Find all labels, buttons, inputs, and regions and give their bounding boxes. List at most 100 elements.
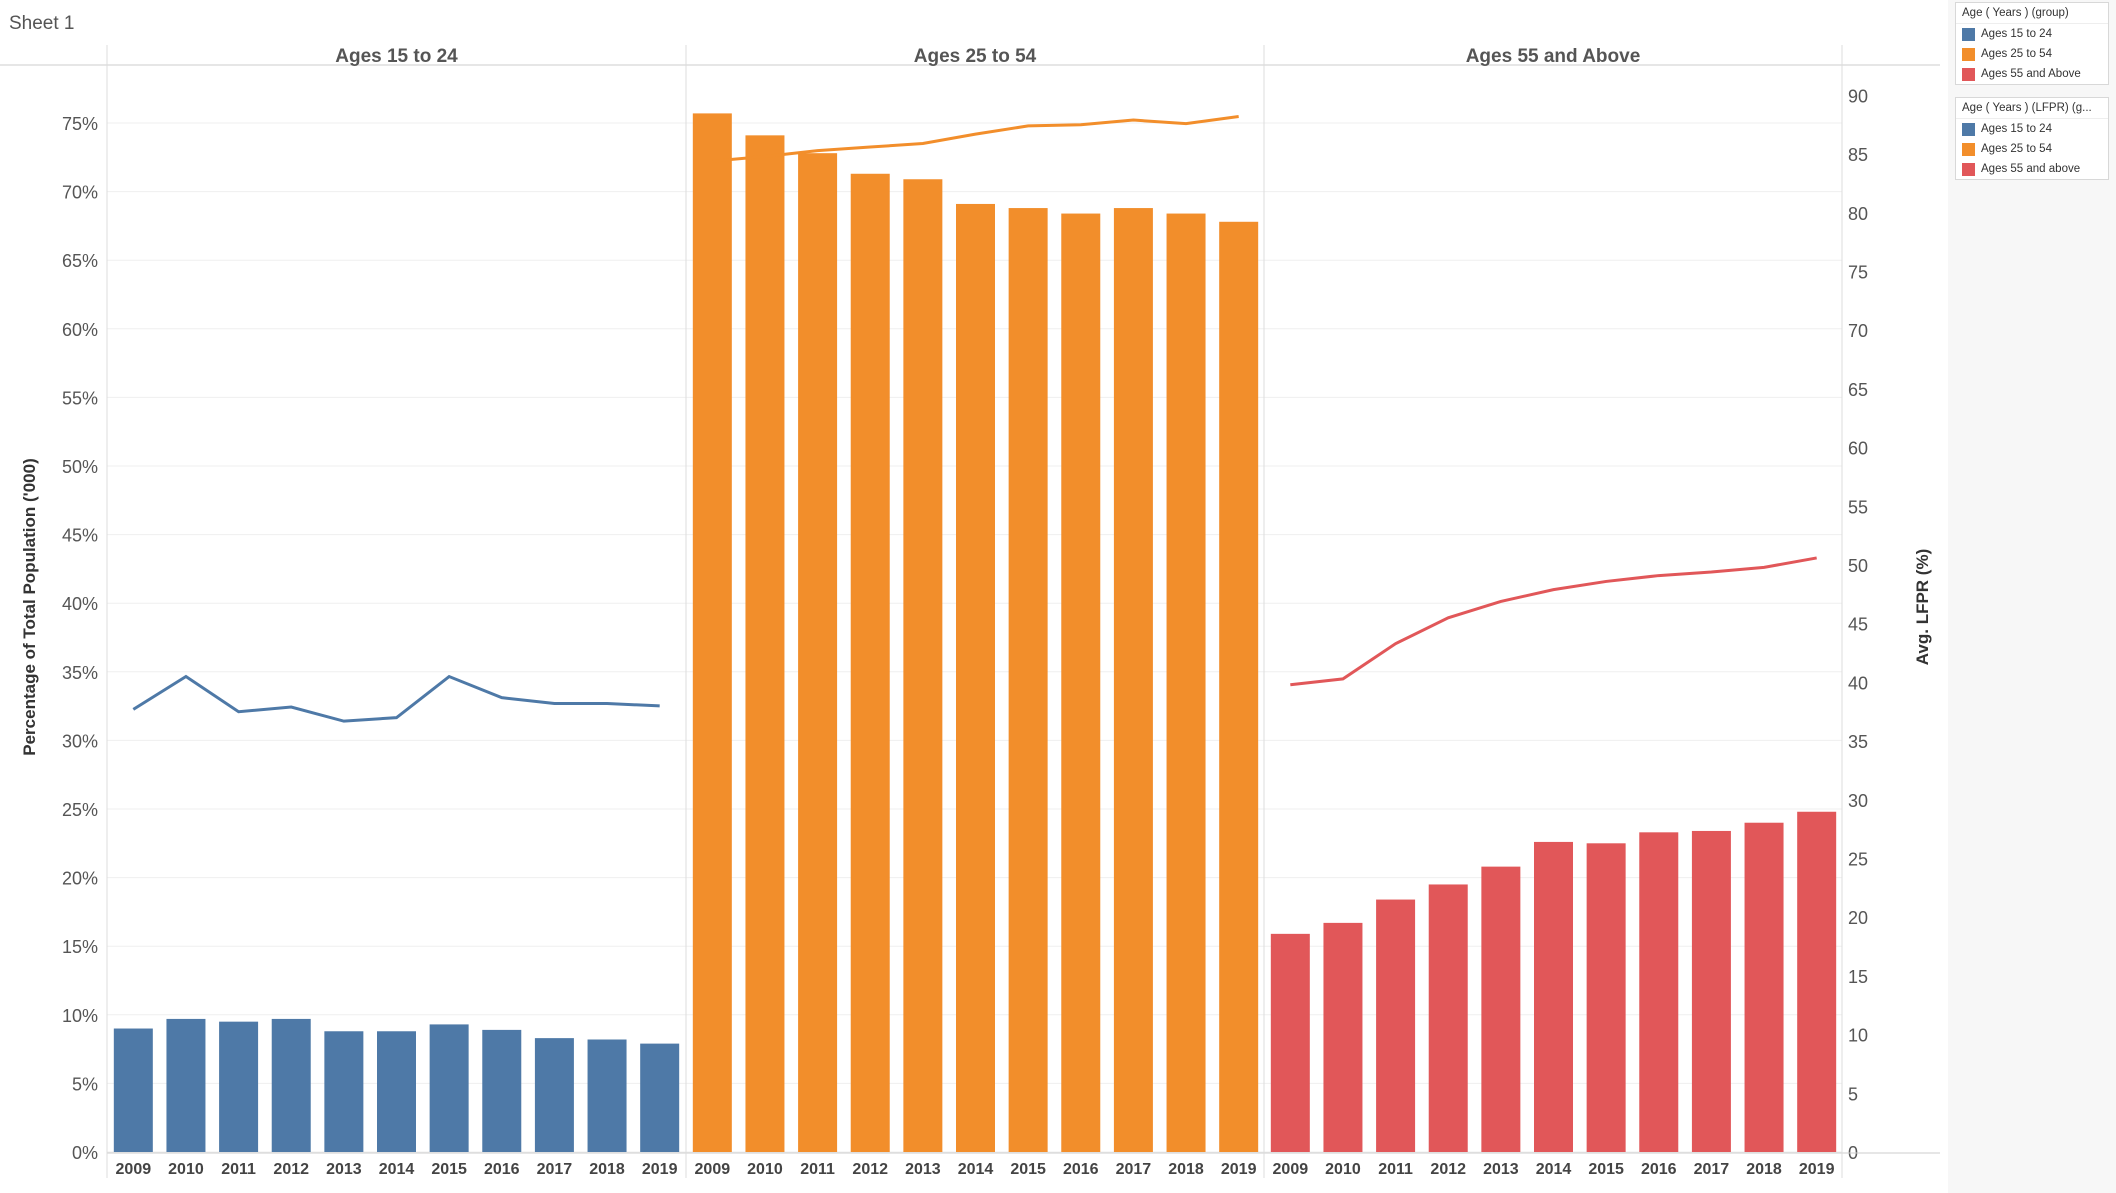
line-point[interactable] <box>1815 556 1819 560</box>
legend-age-lfpr[interactable]: Age ( Years ) (LFPR) (g... Ages 15 to 24… <box>1955 97 2109 180</box>
legend-item[interactable]: Ages 25 to 54 <box>1956 44 2108 64</box>
line-point[interactable] <box>1709 570 1713 574</box>
line-point[interactable] <box>605 702 609 706</box>
line-point[interactable] <box>710 159 714 163</box>
x-tick-label: 2019 <box>1799 1161 1835 1178</box>
line-point[interactable] <box>1079 123 1083 127</box>
line-point[interactable] <box>1657 574 1661 578</box>
y-tick-label: 55% <box>62 388 98 408</box>
bar[interactable] <box>640 1043 680 1152</box>
legend-item[interactable]: Ages 15 to 24 <box>1956 24 2108 44</box>
line-point[interactable] <box>447 675 451 679</box>
line-point[interactable] <box>816 149 820 153</box>
bar[interactable] <box>1691 830 1731 1152</box>
bar[interactable] <box>1323 922 1363 1152</box>
legend-swatch <box>1962 27 1975 41</box>
legend-item[interactable]: Ages 25 to 54 <box>1956 139 2108 159</box>
line-point[interactable] <box>868 145 872 149</box>
bar[interactable] <box>692 113 732 1152</box>
x-tick-label: 2011 <box>1378 1161 1413 1178</box>
line-point[interactable] <box>763 154 767 158</box>
line-point[interactable] <box>1552 588 1556 592</box>
legend-item[interactable]: Ages 55 and Above <box>1956 64 2108 84</box>
legend-swatch <box>1962 67 1975 81</box>
bar[interactable] <box>113 1028 153 1152</box>
line-point[interactable] <box>1341 677 1345 681</box>
line-point[interactable] <box>1446 616 1450 620</box>
bar[interactable] <box>1586 843 1626 1152</box>
y-tick-label: 20% <box>62 869 98 889</box>
line-point[interactable] <box>395 716 399 720</box>
line-point[interactable] <box>289 705 293 709</box>
x-tick-label: 2014 <box>1536 1161 1572 1178</box>
bar[interactable] <box>1376 899 1416 1152</box>
line-point[interactable] <box>1499 599 1503 603</box>
line-point[interactable] <box>184 675 188 679</box>
line-point[interactable] <box>658 704 662 708</box>
line-point[interactable] <box>237 710 241 714</box>
bar[interactable] <box>1113 208 1153 1153</box>
line-point[interactable] <box>342 719 346 723</box>
line-point[interactable] <box>131 707 135 711</box>
x-tick-label: 2014 <box>958 1161 994 1178</box>
bar[interactable] <box>166 1018 206 1152</box>
bar[interactable] <box>324 1031 364 1152</box>
x-tick-label: 2018 <box>1746 1161 1782 1178</box>
bar[interactable] <box>429 1024 469 1152</box>
bar[interactable] <box>798 153 838 1152</box>
y-right-tick-label: 35 <box>1848 732 1868 752</box>
bar[interactable] <box>956 203 995 1152</box>
lfpr-line[interactable] <box>712 115 1239 163</box>
line-point[interactable] <box>552 702 556 706</box>
line-point[interactable] <box>1762 565 1766 569</box>
y-tick-label: 50% <box>62 457 98 477</box>
line-point[interactable] <box>500 696 504 700</box>
bar[interactable] <box>1744 822 1784 1152</box>
line-point[interactable] <box>974 132 978 136</box>
legend-age-group[interactable]: Age ( Years ) (group) Ages 15 to 24 Ages … <box>1955 2 2109 85</box>
bar[interactable] <box>1061 213 1101 1152</box>
line-point[interactable] <box>1184 122 1188 126</box>
y-right-tick-label: 65 <box>1848 380 1868 400</box>
line-point[interactable] <box>1288 683 1292 687</box>
sheet-title: Sheet 1 <box>9 13 75 34</box>
bar[interactable] <box>1639 832 1679 1152</box>
lfpr-line[interactable] <box>132 674 660 723</box>
bar[interactable] <box>1219 221 1259 1152</box>
line-point[interactable] <box>921 142 925 146</box>
legend-item[interactable]: Ages 55 and above <box>1956 159 2108 179</box>
bar[interactable] <box>587 1039 627 1152</box>
bar[interactable] <box>1166 213 1206 1152</box>
bar[interactable] <box>271 1018 311 1152</box>
bar[interactable] <box>850 173 890 1152</box>
bar[interactable] <box>1428 884 1468 1152</box>
bar[interactable] <box>534 1038 574 1152</box>
x-tick-label: 2012 <box>852 1161 888 1178</box>
line-point[interactable] <box>1026 124 1030 128</box>
bar[interactable] <box>1481 866 1521 1152</box>
x-tick-label: 2015 <box>431 1161 467 1178</box>
y-axis-right-title: Avg. LFPR (%) <box>1913 549 1932 665</box>
x-tick-label: 2016 <box>1641 1161 1677 1178</box>
bar[interactable] <box>1534 841 1573 1152</box>
line-point[interactable] <box>1604 579 1608 583</box>
bar[interactable] <box>1008 208 1048 1153</box>
line-point[interactable] <box>1131 118 1135 122</box>
bar[interactable] <box>482 1029 522 1152</box>
line-point[interactable] <box>1237 115 1241 119</box>
y-right-tick-label: 70 <box>1848 321 1868 341</box>
bar[interactable] <box>377 1031 416 1152</box>
bar[interactable] <box>1270 933 1310 1152</box>
bar[interactable] <box>745 135 785 1152</box>
bar[interactable] <box>1797 811 1837 1152</box>
x-tick-label: 2015 <box>1010 1161 1046 1178</box>
lfpr-line[interactable] <box>1290 556 1817 687</box>
bar[interactable] <box>219 1021 259 1152</box>
bar[interactable] <box>903 179 943 1152</box>
panel-header: Ages 25 to 54 <box>914 46 1037 67</box>
x-tick-label: 2018 <box>1168 1161 1204 1178</box>
legend-item[interactable]: Ages 15 to 24 <box>1956 119 2108 139</box>
x-tick-label: 2013 <box>326 1161 362 1178</box>
line-point[interactable] <box>1394 642 1398 646</box>
